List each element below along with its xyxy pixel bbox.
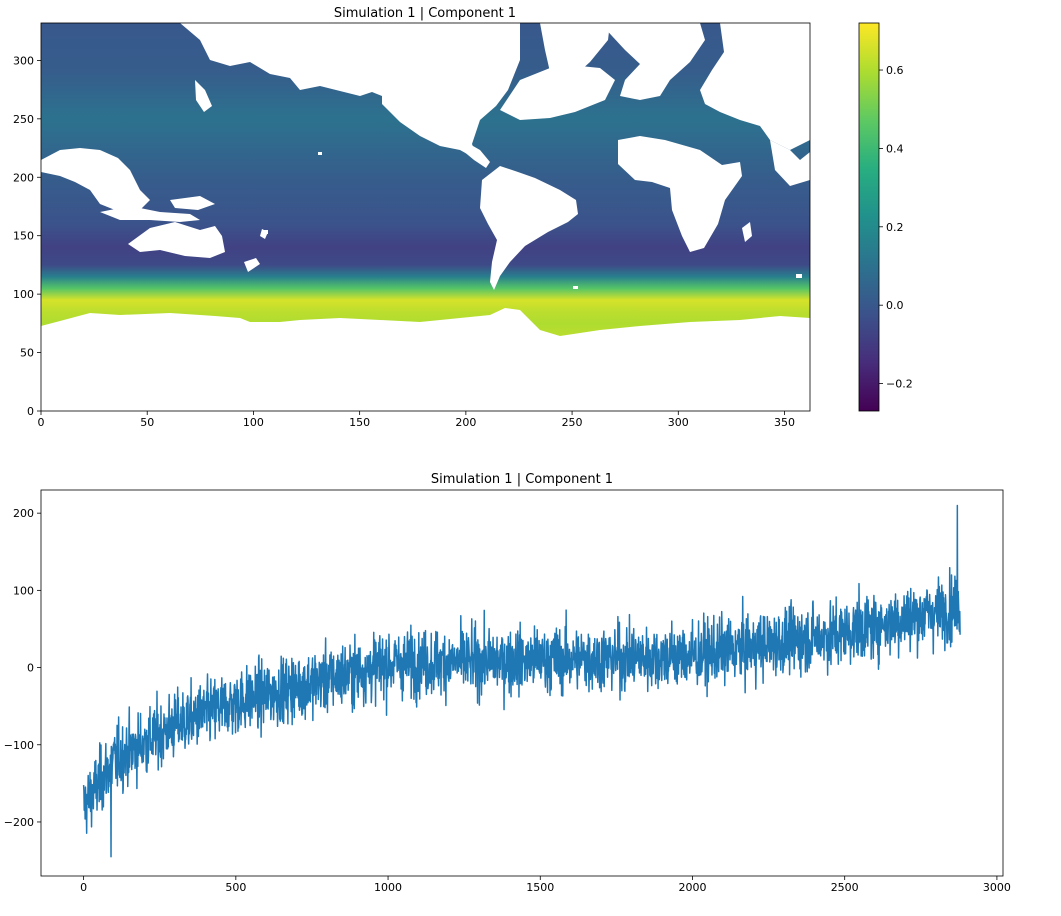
line-y-tick-label: −100: [4, 739, 34, 752]
land-north-america-east: [500, 64, 615, 120]
heatmap-x-tick-label: 350: [774, 416, 795, 429]
heatmap-x-tick-label: 250: [562, 416, 583, 429]
line-x-tick-label: 500: [225, 881, 246, 894]
land-islet-2: [262, 230, 268, 234]
land-north-america: [382, 23, 520, 160]
land-nz2: [244, 258, 260, 272]
heatmap-y-tick-label: 200: [13, 171, 34, 184]
colorbar-tick-label: 0.4: [886, 142, 904, 155]
heatmap-y-ticks: 0 50 100 150 200 250 300: [13, 54, 41, 418]
line-frame: [40, 489, 1004, 877]
heatmap-y-tick-label: 100: [13, 288, 34, 301]
land-asia-main: [41, 23, 382, 96]
land-madagascar: [742, 222, 752, 242]
heatmap-y-tick-label: 150: [13, 230, 34, 243]
line-panel: Simulation 1 | Component 1 0 500 1000 1500 2…: [4, 472, 1011, 894]
heatmap-y-tick-label: 0: [27, 405, 34, 418]
heatmap-title: Simulation 1 | Component 1: [334, 6, 516, 21]
heatmap-x-tick-label: 0: [38, 416, 45, 429]
line-title: Simulation 1 | Component 1: [431, 472, 613, 487]
land-antarctica-lower: [235, 344, 520, 411]
line-x-tick-label: 2000: [678, 881, 706, 894]
land-greenland: [540, 23, 610, 80]
colorbar-tick-label: −0.2: [886, 378, 913, 391]
heatmap-area: [41, 23, 810, 411]
heatmap-x-tick-label: 150: [349, 416, 370, 429]
line-x-tick-label: 3000: [983, 881, 1011, 894]
land-south-america: [480, 166, 578, 290]
colorbar-ticks: −0.2 0.0 0.2 0.4 0.6: [879, 64, 913, 391]
line-x-ticks: 0 500 1000 1500 2000 2500 3000: [80, 876, 1011, 894]
land-mask: [41, 23, 810, 411]
land-islet-1: [318, 152, 322, 155]
heatmap-x-tick-label: 50: [140, 416, 154, 429]
land-europe: [600, 23, 705, 100]
heatmap-x-tick-label: 200: [455, 416, 476, 429]
land-indonesia: [100, 206, 200, 222]
colorbar-tick-label: 0.0: [886, 299, 904, 312]
heatmap-x-ticks: 0 50 100 150 200 250 300 350: [38, 411, 795, 429]
colorbar: [858, 22, 880, 412]
land-australia: [128, 222, 225, 258]
line-y-tick-label: 200: [13, 507, 34, 520]
land-japan: [195, 80, 212, 112]
land-islet-4: [796, 274, 802, 278]
heatmap-x-tick-label: 300: [668, 416, 689, 429]
line-x-tick-label: 2500: [831, 881, 859, 894]
line-x-tick-label: 1500: [526, 881, 554, 894]
colorbar-tick-label: 0.2: [886, 221, 904, 234]
land-eurasia-right: [700, 23, 810, 150]
land-central-america: [462, 142, 490, 168]
series-line: [82, 504, 961, 858]
line-y-tick-label: 100: [13, 584, 34, 597]
land-new-guinea: [170, 196, 215, 210]
land-africa: [618, 136, 742, 252]
line-x-tick-label: 1000: [374, 881, 402, 894]
heatmap-y-tick-label: 50: [20, 347, 34, 360]
heatmap-frame: [40, 22, 811, 412]
line-x-tick-label: 0: [80, 881, 87, 894]
land-islet-3: [573, 286, 578, 289]
line-y-tick-label: −200: [4, 816, 34, 829]
line-y-ticks: −200 −100 0 100 200: [4, 507, 41, 829]
land-borneo: [95, 186, 118, 204]
land-india: [770, 140, 810, 186]
colorbar-tick-label: 0.6: [886, 64, 904, 77]
heatmap-y-tick-label: 300: [13, 54, 34, 67]
heatmap-x-tick-label: 100: [243, 416, 264, 429]
land-asia-east: [41, 148, 150, 212]
line-y-tick-label: 0: [27, 662, 34, 675]
heatmap-panel: Simulation 1 | Component 1: [13, 6, 913, 429]
heatmap-y-tick-label: 250: [13, 113, 34, 126]
